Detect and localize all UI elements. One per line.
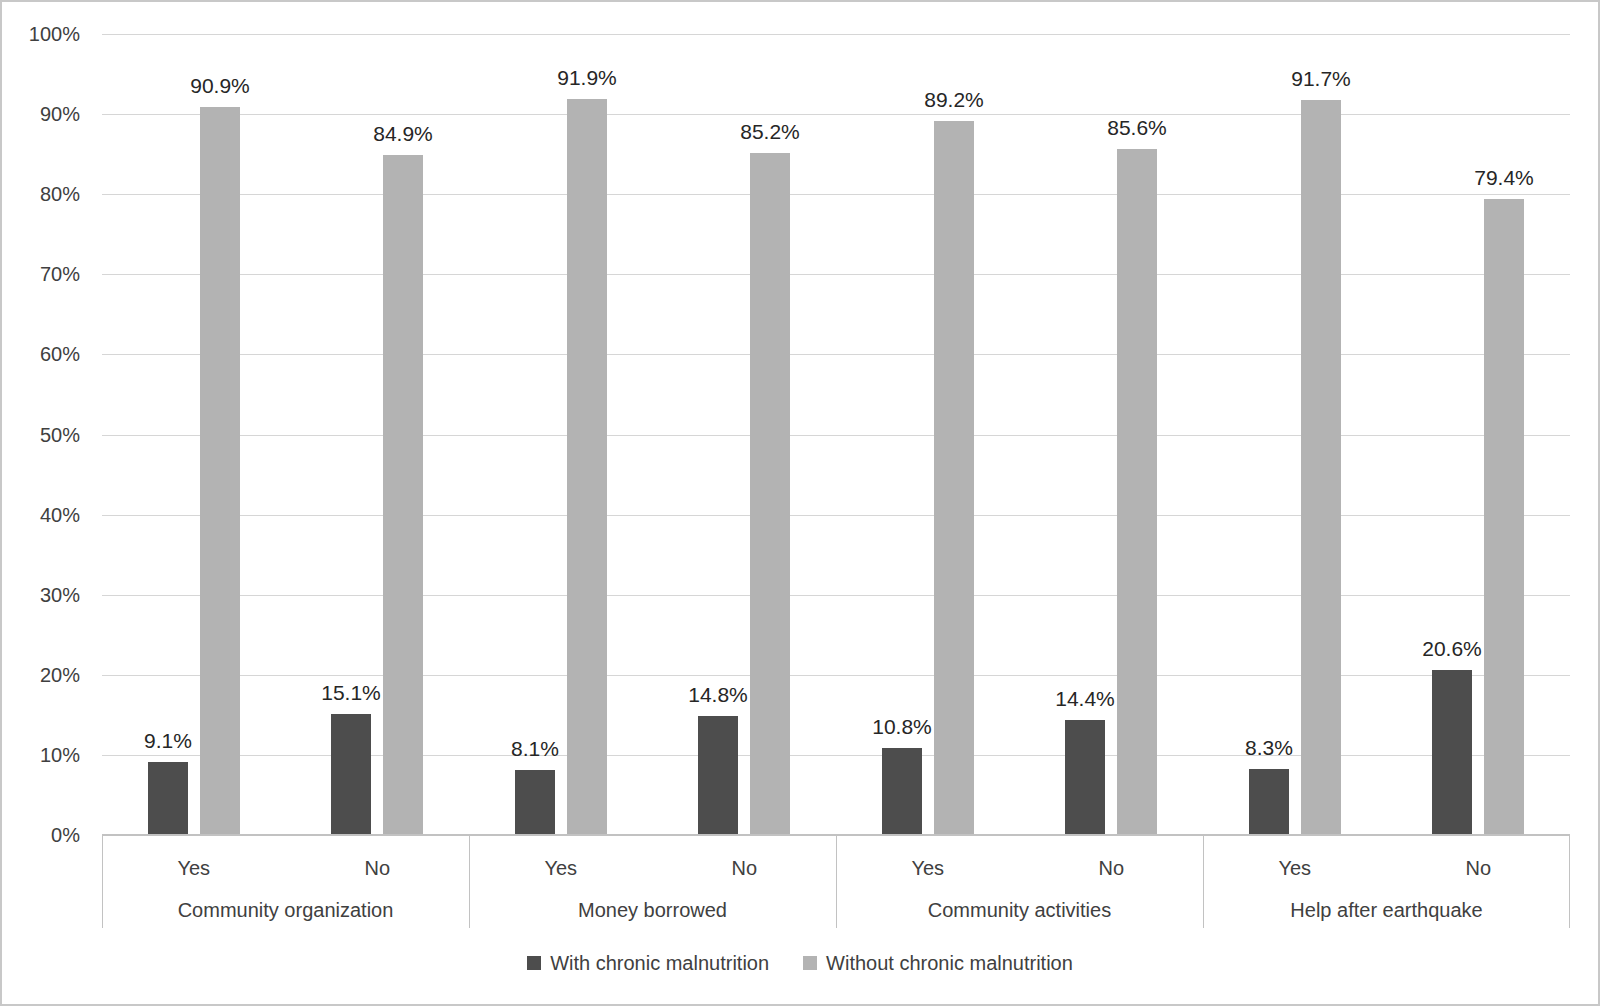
category-divider bbox=[836, 835, 837, 928]
category-divider bbox=[102, 835, 103, 928]
y-axis: 0%10%20%30%40%50%60%70%80%90%100% bbox=[2, 34, 80, 835]
gridline bbox=[102, 274, 1570, 275]
bar bbox=[934, 121, 974, 835]
gridline bbox=[102, 435, 1570, 436]
gridline bbox=[102, 114, 1570, 115]
plot-area: 9.1%90.9%15.1%84.9%8.1%91.9%14.8%85.2%10… bbox=[102, 34, 1570, 835]
bar-value-label: 85.6% bbox=[1072, 115, 1202, 141]
bar bbox=[1432, 670, 1472, 835]
bar bbox=[331, 714, 371, 835]
gridline bbox=[102, 675, 1570, 676]
bar bbox=[698, 716, 738, 835]
bar bbox=[750, 153, 790, 835]
bar bbox=[1301, 100, 1341, 835]
category-label: Yes bbox=[129, 855, 259, 881]
category-divider bbox=[1569, 835, 1570, 928]
gridline bbox=[102, 595, 1570, 596]
bar bbox=[1065, 720, 1105, 835]
y-tick-label: 0% bbox=[2, 822, 80, 848]
group-label: Money borrowed bbox=[473, 897, 833, 923]
bar bbox=[383, 155, 423, 835]
group-label: Help after earthquake bbox=[1207, 897, 1567, 923]
bar bbox=[1484, 199, 1524, 835]
y-tick-label: 50% bbox=[2, 422, 80, 448]
category-label: No bbox=[312, 855, 442, 881]
bar-value-label: 91.7% bbox=[1256, 66, 1386, 92]
group-label: Community activities bbox=[840, 897, 1200, 923]
chart-frame: 0% 10% 20% 30% 40% 50% 60% 70% 80% 90% 100% 9.1%90… bbox=[0, 0, 1600, 1006]
y-tick-label: 60% bbox=[2, 341, 80, 367]
y-tick-label: 30% bbox=[2, 582, 80, 608]
bar-value-label: 90.9% bbox=[155, 73, 285, 99]
y-tick-label: 20% bbox=[2, 662, 80, 688]
bar-value-label: 84.9% bbox=[338, 121, 468, 147]
y-tick-label: 40% bbox=[2, 502, 80, 528]
y-tick-label: 100% bbox=[2, 21, 80, 47]
bar bbox=[1117, 149, 1157, 835]
y-tick-label: 90% bbox=[2, 101, 80, 127]
category-label: Yes bbox=[863, 855, 993, 881]
legend-label: With chronic malnutrition bbox=[550, 952, 769, 975]
category-label: Yes bbox=[496, 855, 626, 881]
y-tick-label: 10% bbox=[2, 742, 80, 768]
legend-swatch bbox=[803, 956, 817, 970]
category-label: No bbox=[1046, 855, 1176, 881]
category-label: No bbox=[679, 855, 809, 881]
y-tick-label: 80% bbox=[2, 181, 80, 207]
category-axis: Yes No Yes No Yes No Yes No Community organizati… bbox=[102, 835, 1570, 928]
bar bbox=[148, 762, 188, 835]
gridline bbox=[102, 34, 1570, 35]
gridline bbox=[102, 515, 1570, 516]
bar-value-label: 79.4% bbox=[1439, 165, 1569, 191]
legend-item: Without chronic malnutrition bbox=[803, 952, 1073, 975]
bar bbox=[882, 748, 922, 835]
category-label: Yes bbox=[1230, 855, 1360, 881]
legend-swatch bbox=[527, 956, 541, 970]
bar-value-label: 91.9% bbox=[522, 65, 652, 91]
bar bbox=[515, 770, 555, 835]
bar bbox=[567, 99, 607, 835]
legend: With chronic malnutrition Without chronic… bbox=[2, 948, 1598, 978]
bar-value-label: 89.2% bbox=[889, 87, 1019, 113]
gridline bbox=[102, 194, 1570, 195]
gridline bbox=[102, 755, 1570, 756]
bar bbox=[200, 107, 240, 835]
category-divider bbox=[469, 835, 470, 928]
group-label: Community organization bbox=[106, 897, 466, 923]
category-divider bbox=[1203, 835, 1204, 928]
bar bbox=[1249, 769, 1289, 835]
legend-item: With chronic malnutrition bbox=[527, 952, 769, 975]
y-tick-label: 70% bbox=[2, 261, 80, 287]
category-label: No bbox=[1413, 855, 1543, 881]
legend-label: Without chronic malnutrition bbox=[826, 952, 1073, 975]
gridline bbox=[102, 354, 1570, 355]
bar-value-label: 85.2% bbox=[705, 119, 835, 145]
